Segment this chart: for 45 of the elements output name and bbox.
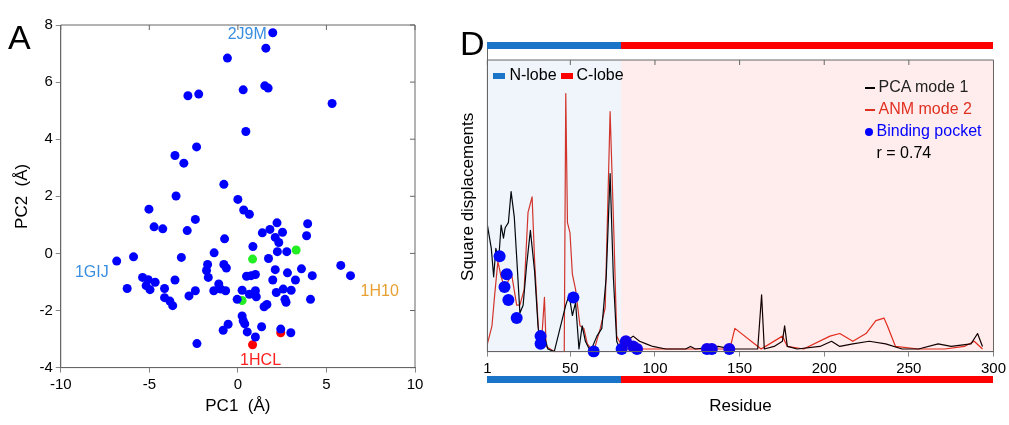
x-tick-label: 200 (811, 358, 837, 376)
point (248, 340, 258, 350)
x-tick-label: 0 (233, 374, 243, 392)
y-tick-label: 8 (44, 15, 53, 33)
x-axis-title: PC1 (Å) (205, 396, 271, 416)
legend-label: PCA mode 1 (878, 78, 969, 95)
point (498, 281, 511, 294)
x-tick-label: 5 (322, 374, 331, 392)
y-tick-label: -4 (39, 357, 53, 375)
annotation: r = 0.74 (875, 143, 933, 163)
legend-label: Binding pocket (876, 122, 982, 139)
x-axis-title: Residue (709, 396, 772, 416)
point (500, 268, 513, 281)
y-tick-label: -2 (39, 300, 53, 318)
band-label: C-lobe (576, 66, 624, 83)
point (291, 245, 301, 255)
x-tick-label: 250 (896, 358, 922, 376)
y-tick-label: 2 (44, 186, 53, 204)
x-tick-label: 100 (642, 358, 668, 376)
x-tick-label: 1 (483, 358, 492, 376)
chart-title: D (460, 24, 485, 62)
point (493, 250, 506, 263)
x-tick-label: 10 (406, 374, 424, 392)
point (567, 291, 580, 304)
point (502, 294, 515, 306)
annotation: 1GIJ (74, 263, 109, 281)
legend-label: ANM mode 2 (878, 100, 972, 117)
y-axis-title: Square displacements (457, 112, 477, 281)
y-tick-label: 6 (44, 72, 53, 90)
chart-title: A (8, 18, 31, 56)
x-tick-label: 150 (727, 358, 753, 376)
annotation: 1HCL (240, 350, 282, 368)
point (631, 343, 644, 356)
annotation: 2J9M (227, 24, 267, 42)
point (510, 312, 523, 325)
x-tick-label: -5 (142, 374, 156, 392)
y-tick-label: 4 (44, 129, 53, 147)
x-tick-label: 50 (561, 358, 579, 376)
y-tick-label: 0 (44, 243, 53, 261)
y-axis-title: PC2 (Å) (11, 163, 31, 229)
point (248, 254, 258, 264)
band-label: N-lobe (509, 66, 557, 83)
annotation: 1H10 (360, 281, 399, 299)
x-tick-label: -10 (49, 374, 72, 392)
x-tick-label: 300 (980, 358, 1006, 376)
